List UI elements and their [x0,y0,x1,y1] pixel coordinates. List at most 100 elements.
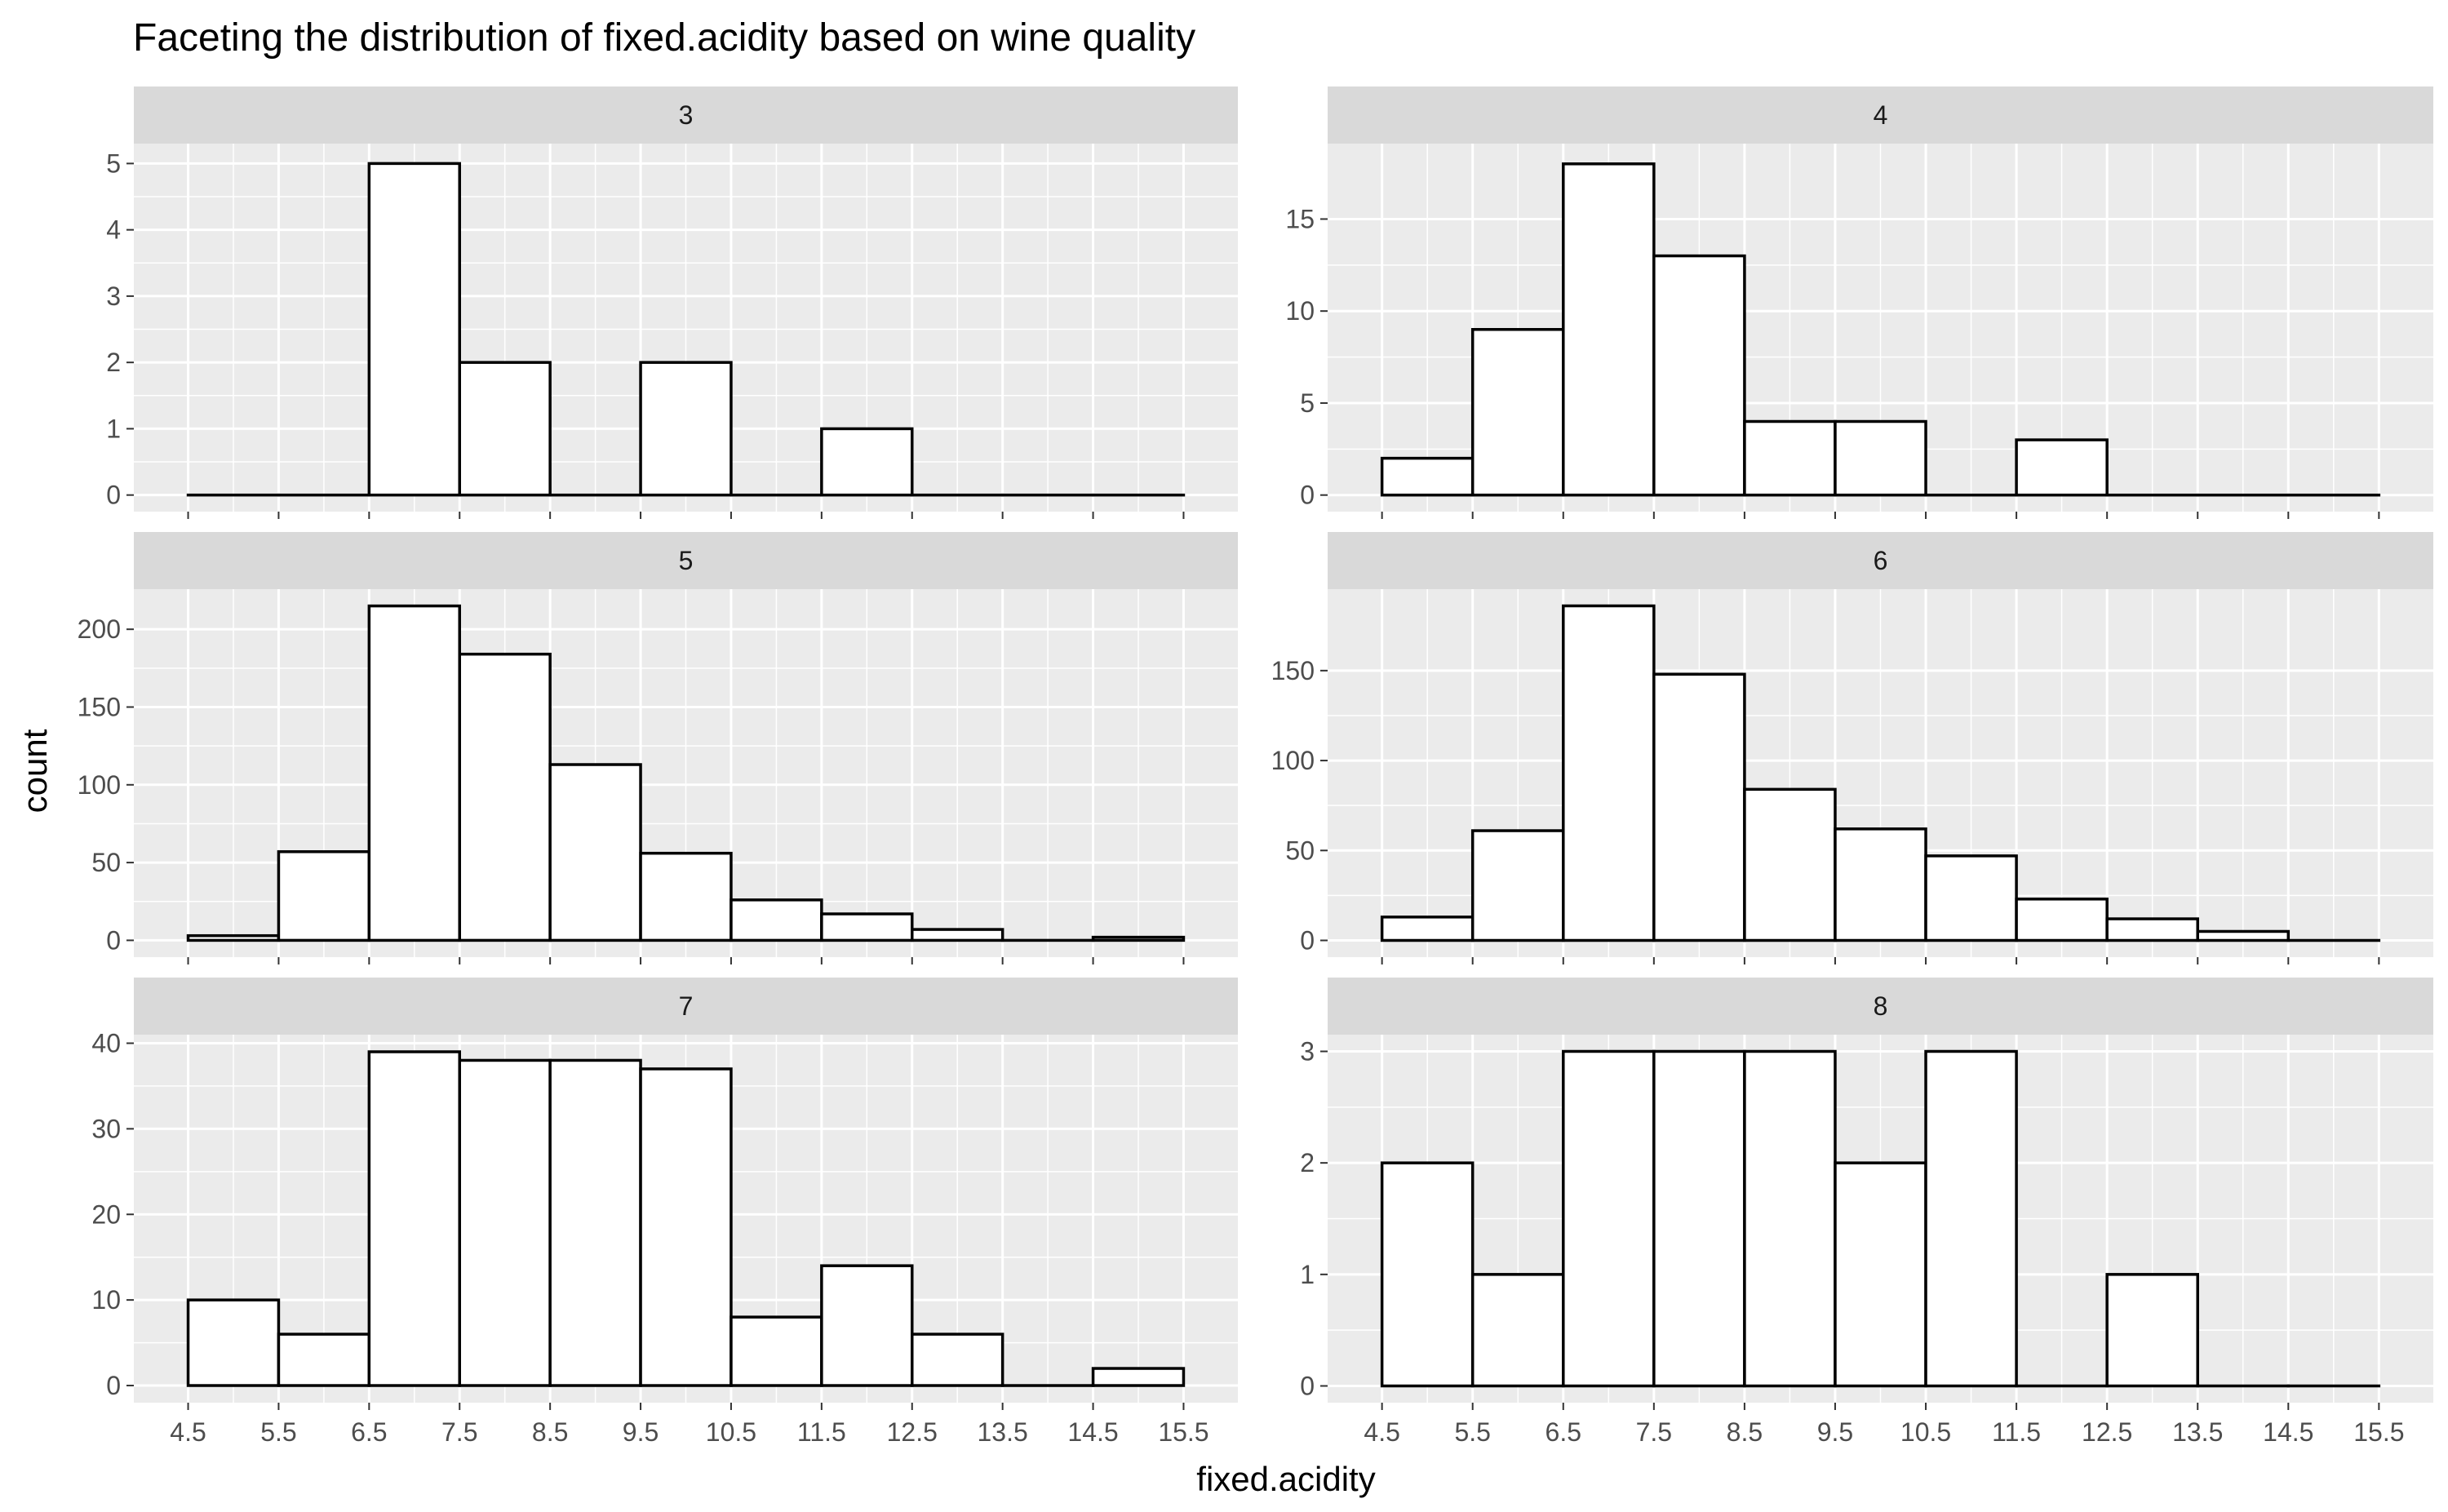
histogram-bar [548,763,642,942]
y-tick-label: 50 [1285,836,1315,865]
facet-panel-3: 3 0 1 2 3 4 5 [106,86,1238,519]
histogram-bar [1652,672,1746,942]
y-tick-label: 15 [1285,204,1315,233]
x-tick-label: 12.5 [887,1417,938,1447]
x-tick-label: 7.5 [441,1417,477,1447]
histogram-bar [367,162,461,497]
histogram-bar [820,912,914,942]
histogram-bar [1834,827,1927,942]
histogram-bar [548,1058,642,1387]
histogram-bar [1380,456,1475,497]
histogram-bar [1924,854,2018,942]
histogram-bar [458,361,552,497]
facet-panel-6: 6 0 50 100 150 [1271,532,2433,964]
x-tick-label: 10.5 [1900,1417,1951,1447]
facet-strip-label: 4 [1874,100,1888,130]
y-tick-label: 200 [78,614,121,644]
x-tick-label: 13.5 [978,1417,1028,1447]
facet-strip-label: 6 [1874,546,1888,575]
histogram-bar [1652,1049,1746,1388]
x-tick-label: 8.5 [1727,1417,1763,1447]
histogram-bar [639,361,733,497]
histogram-bar [186,1298,281,1387]
x-tick-label: 5.5 [260,1417,296,1447]
x-tick-label: 9.5 [623,1417,659,1447]
y-tick-label: 3 [106,282,121,311]
x-tick-label: 11.5 [797,1417,846,1447]
histogram-bar [820,1264,914,1387]
y-tick-label: 3 [1300,1037,1315,1066]
facet-strip [134,86,1238,144]
histogram-bar [639,1067,733,1387]
y-tick-label: 150 [1271,656,1315,685]
histogram-bar [1652,254,1746,497]
histogram-bar [1470,829,1565,942]
x-tick-label: 11.5 [1992,1417,2041,1447]
histogram-bar [1562,1049,1656,1388]
facet-panel-4: 4 0 5 10 15 [1285,86,2433,519]
x-tick-label: 7.5 [1636,1417,1672,1447]
histogram-bar [186,933,281,942]
facet-strip [134,532,1238,589]
y-tick-label: 50 [91,848,121,877]
histogram-bar [1380,916,1475,942]
histogram-bar [730,1315,823,1387]
histogram-bar [458,652,552,942]
y-tick-label: 100 [1271,746,1315,775]
x-tick-label: 14.5 [2263,1417,2313,1447]
facet-strip-label: 8 [1874,991,1888,1021]
y-tick-label: 0 [106,1371,121,1400]
y-tick-label: 0 [1300,1372,1315,1401]
y-tick-label: 10 [1285,296,1315,326]
histogram-bar [2015,898,2109,942]
x-axis-title: fixed.acidity [1196,1460,1375,1498]
histogram-bar [911,1332,1004,1387]
x-tick-label: 6.5 [1546,1417,1581,1447]
y-tick-label: 1 [1300,1260,1315,1289]
histogram-bar [458,1058,552,1387]
histogram-bar [1834,419,1927,497]
x-tick-label: 4.5 [170,1417,206,1447]
chart-title: Faceting the distribution of fixed.acidi… [133,16,1195,60]
y-tick-label: 0 [1300,926,1315,956]
x-tick-label: 8.5 [532,1417,568,1447]
histogram-bar [1562,162,1656,497]
histogram-bar [277,850,371,942]
facet-strip-label: 5 [679,546,694,575]
x-tick-label: 13.5 [2172,1417,2223,1447]
facet-strip [1328,86,2433,144]
x-tick-label: 15.5 [2353,1417,2404,1447]
y-tick-label: 40 [91,1028,121,1058]
histogram-bar [2015,438,2109,497]
histogram-bar [1924,1049,2018,1388]
histogram-bar [1743,419,1837,497]
histogram-bar [1470,328,1565,497]
y-tick-label: 5 [1300,388,1315,418]
histogram-bar [367,1050,461,1387]
y-tick-label: 0 [106,925,121,955]
facet-panel-7: 7 0 10 20 30 40 4.5 5.5 6.5 7.5 8.5 9.5 10.5 11.5 12.5… [91,978,1238,1447]
histogram-bar [820,427,914,497]
histogram-bar [367,604,461,942]
x-tick-label: 14.5 [1067,1417,1118,1447]
x-tick-label: 6.5 [351,1417,387,1447]
y-tick-label: 10 [91,1285,121,1315]
histogram-bar [1834,1161,1927,1388]
facet-panel-8: 8 0 1 2 3 4.5 5.5 6.5 7.5 8.5 9.5 10.5 11.5 12.5 13.5 1… [1300,978,2433,1447]
histogram-bar [1743,787,1837,942]
y-tick-label: 0 [1300,481,1315,510]
histogram-bar [1380,1161,1475,1388]
y-tick-label: 1 [106,414,121,443]
histogram-bar [2105,917,2199,942]
histogram-bar [1470,1273,1565,1388]
histogram-bar [911,928,1004,942]
y-tick-label: 2 [106,348,121,377]
facet-strip [1328,978,2433,1035]
x-tick-label: 9.5 [1817,1417,1853,1447]
y-tick-label: 2 [1300,1148,1315,1177]
x-tick-label: 4.5 [1364,1417,1399,1447]
facet-strip [134,978,1238,1035]
histogram-bar [2196,929,2291,942]
